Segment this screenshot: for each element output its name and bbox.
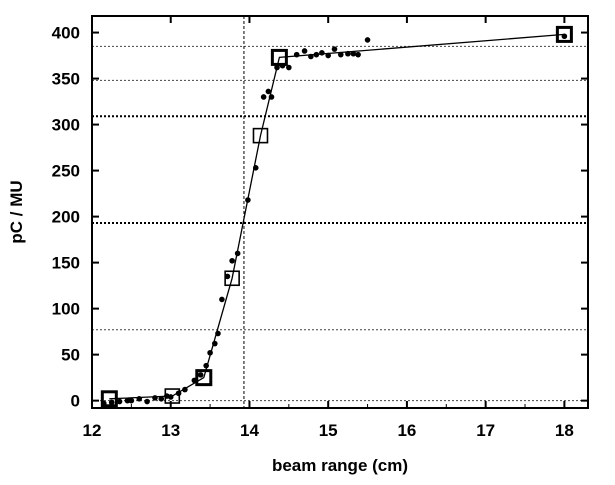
- data-point: [144, 398, 150, 405]
- data-point: [245, 197, 251, 203]
- y-tick-labels: 0 50 100 150 200 250 300 350 400: [52, 24, 80, 411]
- data-point: [350, 50, 357, 57]
- square-markers: [100, 25, 573, 408]
- data-point: [301, 48, 308, 54]
- data-point: [319, 50, 325, 56]
- data-point: [203, 362, 209, 369]
- data-point: [182, 386, 188, 393]
- square-marker: [224, 270, 240, 287]
- data-point: [331, 46, 338, 52]
- data-point: [252, 165, 259, 171]
- data-point: [207, 349, 213, 356]
- data-point: [124, 397, 131, 404]
- x-tick-label: 17: [476, 421, 495, 440]
- square-marker: [555, 25, 573, 43]
- y-tick-label: 50: [61, 346, 80, 365]
- data-point: [219, 296, 225, 303]
- data-point: [364, 37, 371, 43]
- data-point: [325, 52, 331, 59]
- square-marker: [195, 369, 213, 387]
- reference-lines: [92, 16, 588, 408]
- data-point: [152, 395, 158, 401]
- x-tick-label: 12: [83, 421, 102, 440]
- axis-ticks: [91, 16, 588, 408]
- data-point: [108, 399, 115, 406]
- data-point: [167, 394, 174, 400]
- fit-line: [109, 33, 565, 400]
- data-point: [136, 395, 143, 402]
- plot-frame: [91, 15, 589, 409]
- data-point: [224, 273, 231, 280]
- y-tick-label: 300: [52, 116, 80, 135]
- x-tick-labels: 12 13 14 15 16 17 18: [83, 421, 574, 440]
- data-point: [116, 398, 123, 405]
- x-tick-label: 18: [555, 421, 574, 440]
- y-tick-label: 0: [71, 392, 80, 411]
- measured-points: [101, 33, 568, 407]
- data-point: [215, 330, 221, 337]
- data-point: [268, 94, 275, 100]
- data-point: [293, 51, 300, 58]
- x-tick-label: 13: [161, 421, 180, 440]
- y-tick-label: 400: [52, 24, 80, 43]
- data-point: [345, 50, 351, 57]
- data-point: [197, 372, 204, 378]
- square-marker: [252, 127, 269, 144]
- x-tick-label: 15: [319, 421, 338, 440]
- y-axis-title: pC / MU: [7, 180, 26, 243]
- data-point: [355, 51, 361, 58]
- square-marker: [270, 48, 288, 66]
- data-point: [234, 250, 241, 257]
- data-point: [260, 94, 267, 100]
- x-tick-label: 14: [240, 421, 259, 440]
- data-point: [308, 53, 314, 60]
- data-point: [286, 64, 292, 71]
- y-tick-label: 250: [52, 162, 80, 181]
- y-tick-label: 350: [52, 70, 80, 89]
- data-point: [212, 340, 218, 347]
- data-point: [313, 51, 320, 58]
- data-point: [128, 397, 135, 404]
- data-point: [561, 33, 568, 40]
- data-point: [229, 257, 235, 264]
- data-point: [265, 88, 272, 95]
- square-marker: [100, 390, 118, 408]
- y-tick-label: 100: [52, 300, 80, 319]
- fit-line-path: [109, 33, 565, 400]
- data-point: [158, 395, 165, 402]
- data-point: [274, 64, 280, 71]
- y-tick-label: 150: [52, 254, 80, 273]
- data-point: [337, 51, 344, 58]
- x-axis-title: beam range (cm): [272, 456, 408, 475]
- y-tick-label: 200: [52, 208, 80, 227]
- square-marker: [164, 388, 181, 404]
- x-tick-label: 16: [397, 421, 416, 440]
